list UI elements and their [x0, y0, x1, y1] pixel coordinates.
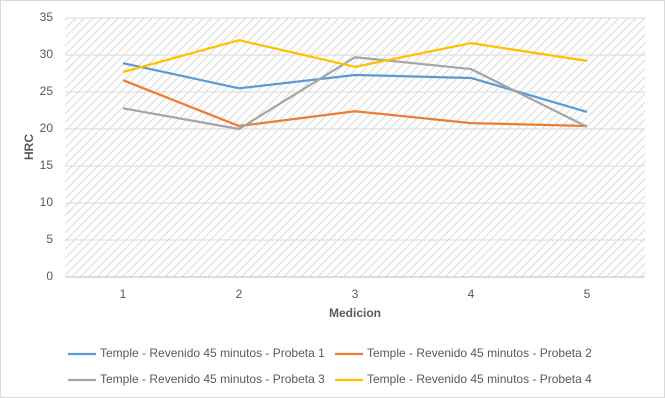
series-line — [122, 39, 588, 74]
x-tick-label: 3 — [352, 287, 359, 301]
legend-label: Temple - Revenido 45 minutos - Probeta 2 — [367, 346, 592, 360]
y-tick-label: 25 — [40, 84, 54, 98]
legend-label: Temple - Revenido 45 minutos - Probeta 4 — [367, 372, 592, 386]
legend-label: Temple - Revenido 45 minutos - Probeta 1 — [100, 346, 325, 360]
y-tick-label: 0 — [46, 269, 53, 283]
x-tick-label: 2 — [236, 287, 243, 301]
series-line — [122, 56, 588, 131]
x-tick-label: 5 — [584, 287, 591, 301]
x-tick-label: 1 — [120, 287, 127, 301]
x-axis-title: Medicion — [329, 306, 381, 320]
y-tick-label: 10 — [40, 195, 54, 209]
y-axis-title: HRC — [22, 134, 36, 160]
y-tick-label: 15 — [40, 158, 54, 172]
y-tick-label: 35 — [40, 10, 54, 24]
series-line — [122, 79, 588, 128]
legend-label: Temple - Revenido 45 minutos - Probeta 3 — [100, 372, 325, 386]
x-tick-label: 4 — [468, 287, 475, 301]
y-tick-label: 30 — [40, 47, 54, 61]
y-tick-label: 5 — [46, 232, 53, 246]
y-tick-label: 20 — [40, 121, 54, 135]
